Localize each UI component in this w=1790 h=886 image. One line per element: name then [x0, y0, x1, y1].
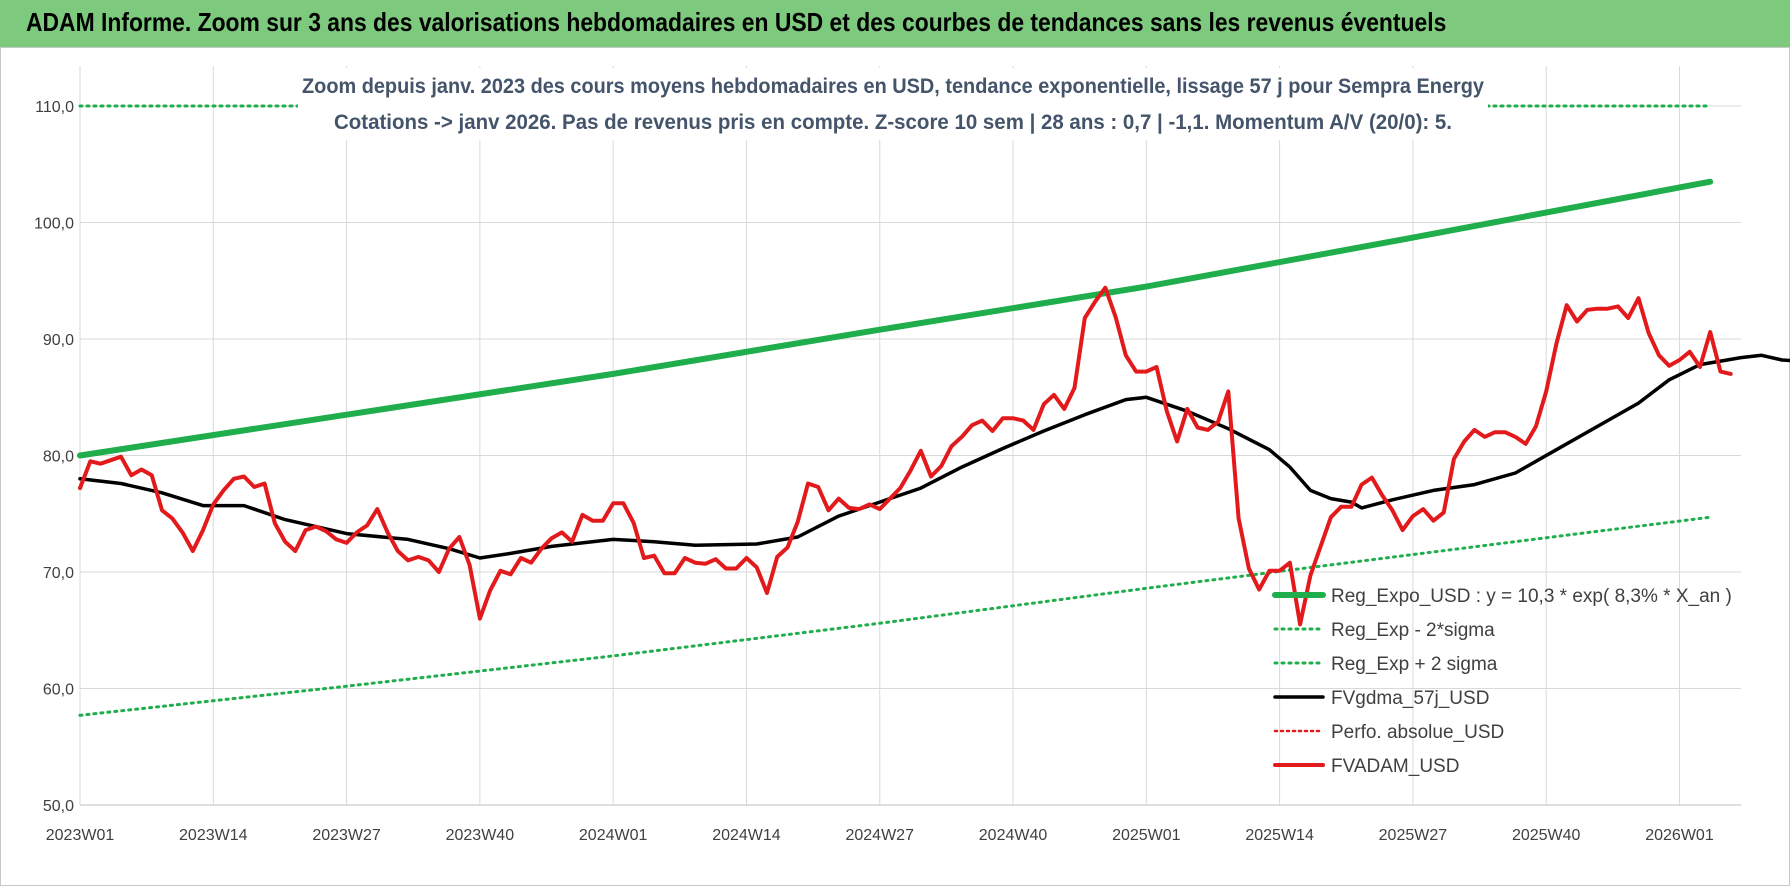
- x-tick-label: 2025W01: [1112, 827, 1181, 844]
- legend-label: Reg_Expo_USD : y = 10,3 * exp( 8,3% * X_…: [1331, 586, 1732, 607]
- series-group: [77, 104, 1790, 717]
- chart-subtitle-line-1: Zoom depuis janv. 2023 des cours moyens …: [302, 75, 1484, 98]
- series-reg-expo: [77, 178, 1714, 459]
- legend-label: Reg_Exp - 2*sigma: [1331, 620, 1495, 641]
- x-tick-label: 2025W14: [1245, 827, 1314, 844]
- x-tick-label: 2025W27: [1379, 827, 1448, 844]
- y-tick-label: 70,0: [43, 565, 74, 582]
- legend-label: Reg_Exp + 2 sigma: [1331, 654, 1498, 675]
- x-tick-label: 2026W01: [1645, 827, 1714, 844]
- y-axis-ticks: 50,0 60,0 70,0 80,0 90,0 100,0 110,0: [34, 99, 74, 815]
- y-tick-label: 100,0: [34, 216, 74, 233]
- header-title: ADAM Informe. Zoom sur 3 ans des valoris…: [26, 7, 1447, 37]
- y-tick-label: 60,0: [43, 682, 74, 699]
- legend-label: FVADAM_USD: [1331, 756, 1459, 777]
- legend: Reg_Expo_USD : y = 10,3 * exp( 8,3% * X_…: [1272, 586, 1732, 777]
- x-tick-label: 2024W14: [712, 827, 781, 844]
- legend-fvadam: FVADAM_USD: [1273, 756, 1459, 777]
- legend-reg-minus-2sigma: Reg_Exp - 2*sigma: [1273, 620, 1495, 641]
- x-axis-ticks: 2023W01 2023W14 2023W27 2023W40 2024W01 2024W…: [46, 827, 1714, 844]
- x-tick-label: 2023W27: [312, 827, 381, 844]
- y-tick-label: 80,0: [43, 449, 74, 466]
- legend-reg-expo: Reg_Expo_USD : y = 10,3 * exp( 8,3% * X_…: [1272, 586, 1732, 607]
- legend-fvgdma: FVgdma_57j_USD: [1273, 688, 1489, 709]
- x-tick-label: 2023W14: [179, 827, 248, 844]
- x-tick-label: 2023W40: [446, 827, 515, 844]
- series-reg-minus-2sigma: [78, 515, 1712, 717]
- x-tick-label: 2024W40: [979, 827, 1048, 844]
- header-bar: ADAM Informe. Zoom sur 3 ans des valoris…: [0, 0, 1790, 47]
- x-tick-label: 2025W40: [1512, 827, 1581, 844]
- y-tick-label: 50,0: [43, 798, 74, 815]
- legend-label: FVgdma_57j_USD: [1331, 688, 1489, 709]
- subtitle-background: [298, 68, 1488, 140]
- x-tick-label: 2024W27: [845, 827, 914, 844]
- legend-perfo-absolue: Perfo. absolue_USD: [1273, 722, 1504, 743]
- chart-frame: [0, 47, 1790, 886]
- series-fvadam: [78, 285, 1733, 627]
- y-tick-label: 90,0: [43, 332, 74, 349]
- x-tick-label: 2024W01: [579, 827, 648, 844]
- chart-subtitle-line-2: Cotations -> janv 2026. Pas de revenus p…: [334, 111, 1452, 134]
- grid-lines: [79, 66, 1741, 806]
- series-fvgdma: [78, 353, 1790, 560]
- legend-reg-plus-2sigma: Reg_Exp + 2 sigma: [1273, 654, 1498, 675]
- y-tick-label: 110,0: [35, 99, 74, 116]
- x-tick-label: 2023W01: [46, 827, 115, 844]
- legend-label: Perfo. absolue_USD: [1331, 722, 1504, 743]
